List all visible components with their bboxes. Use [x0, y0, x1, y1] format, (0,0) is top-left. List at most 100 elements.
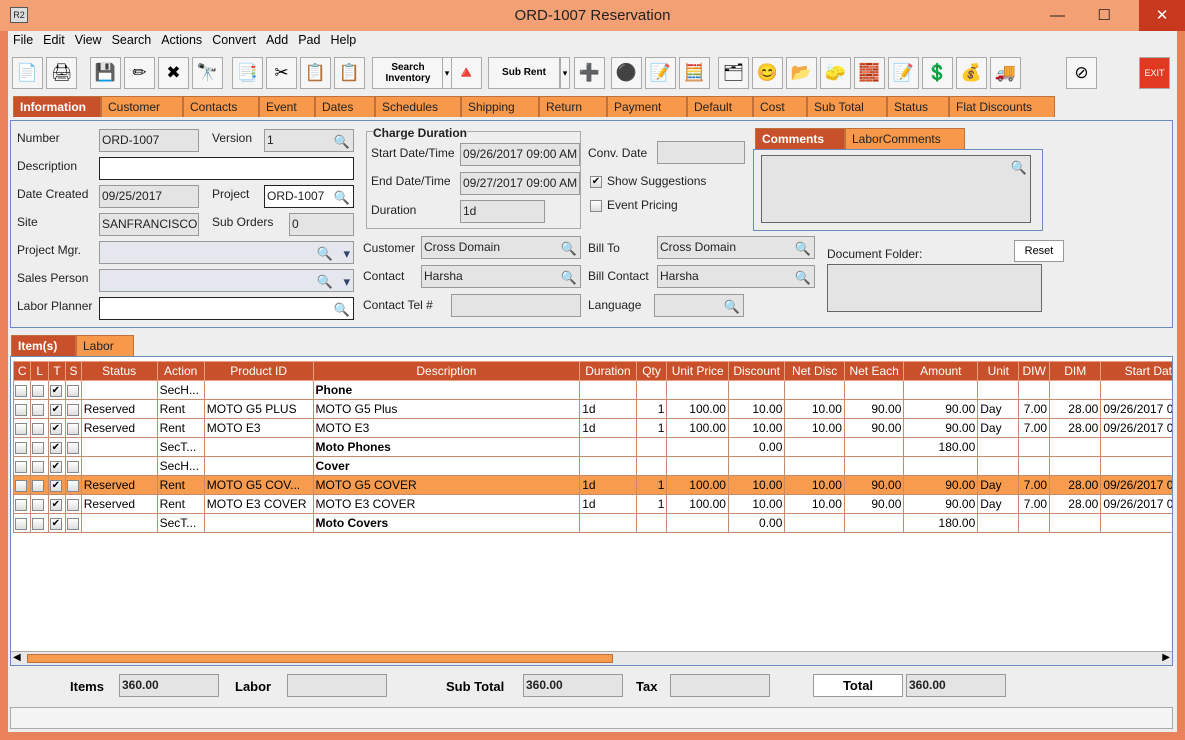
search-icon[interactable]: 🔍: [560, 270, 577, 285]
checkbox[interactable]: ✔: [49, 422, 62, 435]
checkbox[interactable]: ✔: [49, 384, 62, 397]
tab-cost[interactable]: Cost: [753, 96, 807, 117]
hierarchy-button[interactable]: 🗂: [718, 57, 749, 89]
row-checkbox-cell[interactable]: [12, 418, 32, 438]
table-row[interactable]: ✔ SecT... Moto Covers 0.00 180.00: [12, 513, 1172, 533]
conv-date-field[interactable]: [657, 141, 745, 164]
sub-orders-field[interactable]: 0: [289, 213, 354, 236]
column-header[interactable]: Duration: [579, 361, 637, 381]
shapes-button[interactable]: 🔺: [451, 57, 482, 89]
checkbox[interactable]: [67, 517, 80, 530]
close-button[interactable]: ✕: [1139, 0, 1185, 31]
checkbox[interactable]: ✔: [49, 517, 62, 530]
checkbox[interactable]: [15, 498, 27, 511]
row-checkbox-cell[interactable]: [65, 437, 82, 457]
description-field[interactable]: [99, 157, 354, 180]
row-checkbox-cell[interactable]: [30, 494, 49, 514]
checkbox[interactable]: [32, 479, 45, 492]
tab-sub-total[interactable]: Sub Total: [807, 96, 887, 117]
project-field[interactable]: ORD-1007 🔍: [264, 185, 354, 208]
menu-convert[interactable]: Convert: [212, 33, 256, 47]
column-header[interactable]: Net Disc: [784, 361, 845, 381]
site-field[interactable]: SANFRANCISCO: [99, 213, 199, 236]
row-checkbox-cell[interactable]: ✔: [47, 513, 67, 533]
add-line-button[interactable]: ➕: [574, 57, 605, 89]
checkbox[interactable]: [32, 498, 45, 511]
checkbox[interactable]: ✔: [49, 441, 62, 454]
menu-file[interactable]: File: [13, 33, 34, 47]
binoculars-button[interactable]: 🔭: [192, 57, 223, 89]
column-header[interactable]: Unit Price: [666, 361, 729, 381]
tab-return[interactable]: Return: [539, 96, 607, 117]
chevron-down-icon[interactable]: ▾: [343, 246, 350, 261]
tab-default[interactable]: Default: [687, 96, 753, 117]
column-header[interactable]: Unit: [977, 361, 1020, 381]
checkbox[interactable]: [15, 479, 27, 492]
menu-view[interactable]: View: [74, 33, 102, 47]
row-checkbox-cell[interactable]: ✔: [47, 494, 67, 514]
row-checkbox-cell[interactable]: [12, 494, 32, 514]
row-checkbox-cell[interactable]: [30, 475, 49, 495]
exit-button[interactable]: EXIT: [1139, 57, 1170, 89]
checkbox[interactable]: [32, 460, 45, 473]
eraser-button[interactable]: 🧽: [820, 57, 851, 89]
menu-edit[interactable]: Edit: [43, 33, 65, 47]
cut-button[interactable]: ✂: [266, 57, 297, 89]
row-checkbox-cell[interactable]: [12, 513, 32, 533]
tab-comments[interactable]: Comments: [755, 128, 845, 149]
column-header[interactable]: S: [65, 361, 82, 381]
row-checkbox-cell[interactable]: [12, 456, 32, 476]
checkbox[interactable]: ✔: [49, 479, 62, 492]
search-icon[interactable]: 🔍: [316, 274, 333, 289]
tab-dates[interactable]: Dates: [315, 96, 375, 117]
row-checkbox-cell[interactable]: [30, 418, 49, 438]
column-header[interactable]: Action: [156, 361, 205, 381]
sales-person-dropdown[interactable]: 🔍 ▾: [99, 269, 354, 292]
row-checkbox-cell[interactable]: [30, 513, 49, 533]
checkbox[interactable]: ✔: [49, 403, 62, 416]
checkbox[interactable]: [67, 460, 80, 473]
sub-rent-dropdown[interactable]: ▾: [560, 57, 570, 89]
row-checkbox-cell[interactable]: [30, 437, 49, 457]
tab-payment[interactable]: Payment: [607, 96, 687, 117]
column-header[interactable]: L: [30, 361, 49, 381]
print-button[interactable]: 🖨: [46, 57, 77, 89]
smiley-button[interactable]: 😊: [752, 57, 783, 89]
menu-actions[interactable]: Actions: [161, 33, 203, 47]
chevron-down-icon[interactable]: ▾: [343, 274, 350, 289]
menu-search[interactable]: Search: [111, 33, 152, 47]
contact-field[interactable]: Harsha 🔍: [421, 265, 581, 288]
search-inventory-dropdown[interactable]: ▾: [442, 57, 452, 89]
row-checkbox-cell[interactable]: [65, 475, 82, 495]
row-checkbox-cell[interactable]: ✔: [47, 380, 67, 400]
column-header[interactable]: Start Date: [1100, 361, 1172, 381]
row-checkbox-cell[interactable]: [65, 418, 82, 438]
column-header[interactable]: Discount: [727, 361, 786, 381]
row-checkbox-cell[interactable]: ✔: [47, 456, 67, 476]
checkbox[interactable]: [67, 422, 80, 435]
scroll-left-icon[interactable]: ◀: [13, 652, 21, 663]
search-icon[interactable]: 🔍: [723, 299, 740, 314]
checkbox[interactable]: [67, 403, 80, 416]
row-checkbox-cell[interactable]: [30, 456, 49, 476]
date-created-field[interactable]: 09/25/2017: [99, 185, 199, 208]
scroll-right-icon[interactable]: ▶: [1162, 652, 1170, 663]
row-checkbox-cell[interactable]: [30, 399, 49, 419]
number-field[interactable]: ORD-1007: [99, 129, 199, 152]
row-checkbox-cell[interactable]: [12, 380, 32, 400]
tab-labor-comments[interactable]: LaborComments: [845, 128, 965, 149]
column-header[interactable]: C: [12, 361, 32, 381]
project-mgr-dropdown[interactable]: 🔍 ▾: [99, 241, 354, 264]
dollar-button[interactable]: 💰: [956, 57, 987, 89]
checkbox[interactable]: ✔: [49, 460, 62, 473]
money-button[interactable]: 💲: [922, 57, 953, 89]
tab-schedules[interactable]: Schedules: [375, 96, 461, 117]
language-field[interactable]: 🔍: [654, 294, 744, 317]
bill-contact-field[interactable]: Harsha 🔍: [657, 265, 815, 288]
row-checkbox-cell[interactable]: ✔: [47, 475, 67, 495]
document-folder-field[interactable]: [827, 264, 1042, 312]
checkbox[interactable]: [32, 403, 45, 416]
table-row[interactable]: ✔ SecH... Cover: [12, 456, 1172, 476]
menu-add[interactable]: Add: [265, 33, 289, 47]
checkbox[interactable]: [15, 422, 27, 435]
